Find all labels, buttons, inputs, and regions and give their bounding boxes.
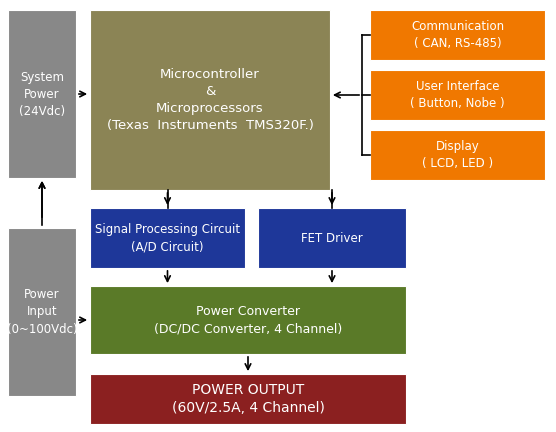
Text: Microcontroller
&
Microprocessors
(Texas  Instruments  TMS320F.): Microcontroller & Microprocessors (Texas…	[107, 68, 314, 132]
FancyBboxPatch shape	[258, 208, 406, 268]
FancyBboxPatch shape	[90, 286, 406, 354]
FancyBboxPatch shape	[370, 10, 545, 60]
Text: Power Converter
(DC/DC Converter, 4 Channel): Power Converter (DC/DC Converter, 4 Chan…	[154, 305, 342, 335]
FancyBboxPatch shape	[90, 10, 330, 190]
FancyBboxPatch shape	[8, 228, 76, 396]
FancyBboxPatch shape	[90, 374, 406, 424]
FancyBboxPatch shape	[370, 70, 545, 120]
Text: Communication
( CAN, RS-485): Communication ( CAN, RS-485)	[411, 20, 504, 50]
Text: System
Power
(24Vdc): System Power (24Vdc)	[19, 70, 65, 118]
Text: POWER OUTPUT
(60V/2.5A, 4 Channel): POWER OUTPUT (60V/2.5A, 4 Channel)	[172, 383, 325, 415]
Text: Power
Input
(0~100Vdc): Power Input (0~100Vdc)	[7, 289, 77, 336]
Text: User Interface
( Button, Nobe ): User Interface ( Button, Nobe )	[410, 80, 505, 110]
Text: Signal Processing Circuit
(A/D Circuit): Signal Processing Circuit (A/D Circuit)	[95, 223, 240, 253]
Text: FET Driver: FET Driver	[301, 232, 363, 245]
FancyBboxPatch shape	[90, 208, 245, 268]
FancyBboxPatch shape	[370, 130, 545, 180]
FancyBboxPatch shape	[8, 10, 76, 178]
Text: Display
( LCD, LED ): Display ( LCD, LED )	[422, 140, 493, 170]
